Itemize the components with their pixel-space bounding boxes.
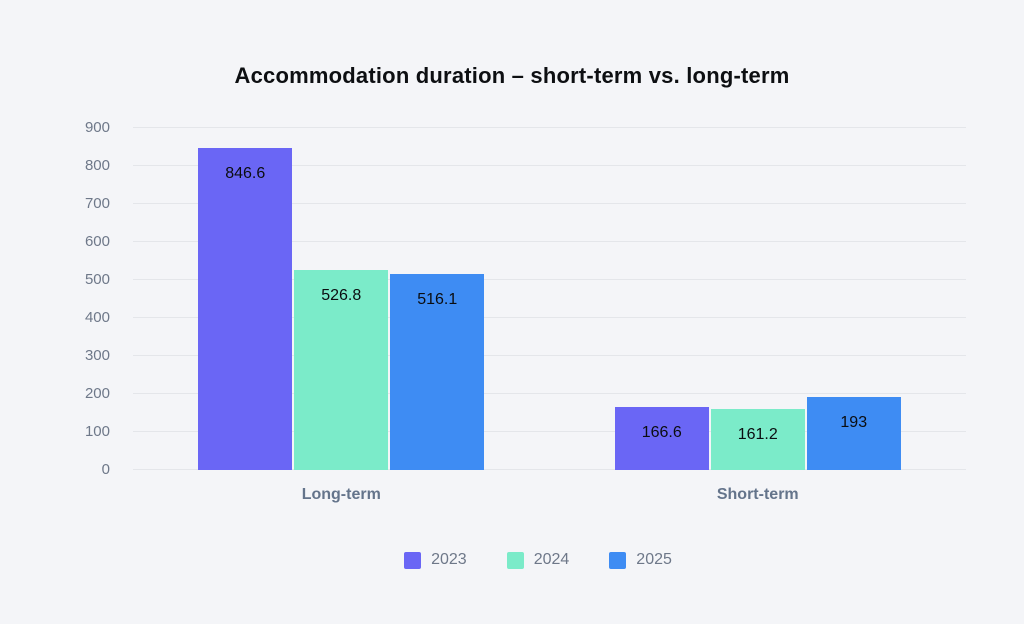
bar-2024-short-term[interactable]: 161.2 (710, 408, 805, 470)
bar-2025-long-term[interactable]: 516.1 (390, 273, 485, 470)
bar-value-label: 161.2 (737, 425, 778, 443)
bar-2023-long-term[interactable]: 846.6 (198, 148, 293, 470)
legend-label-2025: 2025 (636, 551, 672, 568)
gridline-800 (133, 165, 966, 166)
y-tick-label-200: 200 (84, 385, 110, 402)
y-tick-label-400: 400 (84, 309, 110, 326)
category-label-short-term: Short-term (716, 486, 799, 503)
bar-group-long-term: 846.6 526.8 516.1 (133, 128, 550, 470)
y-axis: 0 100 200 300 400 500 600 700 800 900 (0, 119, 110, 478)
y-tick-label-100: 100 (84, 423, 110, 440)
chart-title: Accommodation duration – short-term vs. … (234, 63, 790, 88)
y-tick-label-800: 800 (84, 157, 110, 174)
legend-swatch-2023 (404, 551, 422, 569)
y-tick-label-500: 500 (84, 271, 110, 288)
legend-item-2023[interactable]: 2023 (404, 551, 467, 569)
y-tick-label-900: 900 (84, 119, 110, 136)
gridline-400 (133, 317, 966, 318)
bar-group-short-term: 166.6 161.2 193 (550, 128, 967, 470)
gridline-600 (133, 241, 966, 242)
y-tick-label-0: 0 (101, 461, 110, 478)
y-tick-label-700: 700 (84, 195, 110, 212)
gridline-700 (133, 203, 966, 204)
category-label-long-term: Long-term (301, 486, 381, 503)
plot-area: 846.6 526.8 516.1 166.6 161.2 193 (133, 127, 966, 470)
gridline-100 (133, 431, 966, 432)
y-tick-label-300: 300 (84, 347, 110, 364)
gridline-0 (133, 469, 966, 470)
bar-value-label: 526.8 (321, 286, 362, 304)
y-tick-label-600: 600 (84, 233, 110, 250)
x-axis-labels: Long-term Short-term (133, 486, 966, 504)
gridline-300 (133, 355, 966, 356)
gridline-900 (133, 127, 966, 128)
legend-item-2025[interactable]: 2025 (609, 551, 672, 569)
legend-label-2023: 2023 (431, 551, 467, 568)
bar-value-label: 193 (840, 413, 868, 431)
bar-2023-short-term[interactable]: 166.6 (614, 406, 709, 470)
bar-value-label: 166.6 (641, 423, 682, 441)
legend-swatch-2025 (609, 551, 627, 569)
gridline-500 (133, 279, 966, 280)
legend-item-2024[interactable]: 2024 (506, 551, 570, 569)
bar-2024-long-term[interactable]: 526.8 (294, 269, 389, 470)
bar-2025-short-term[interactable]: 193 (806, 396, 901, 470)
legend-label-2024: 2024 (533, 551, 570, 568)
bar-value-label: 516.1 (417, 290, 458, 308)
legend-swatch-2024 (506, 551, 524, 569)
bar-groups: 846.6 526.8 516.1 166.6 161.2 193 (133, 128, 966, 470)
legend: 2023 2024 2025 (26, 551, 1024, 569)
gridline-200 (133, 393, 966, 394)
bar-value-label: 846.6 (225, 165, 266, 183)
